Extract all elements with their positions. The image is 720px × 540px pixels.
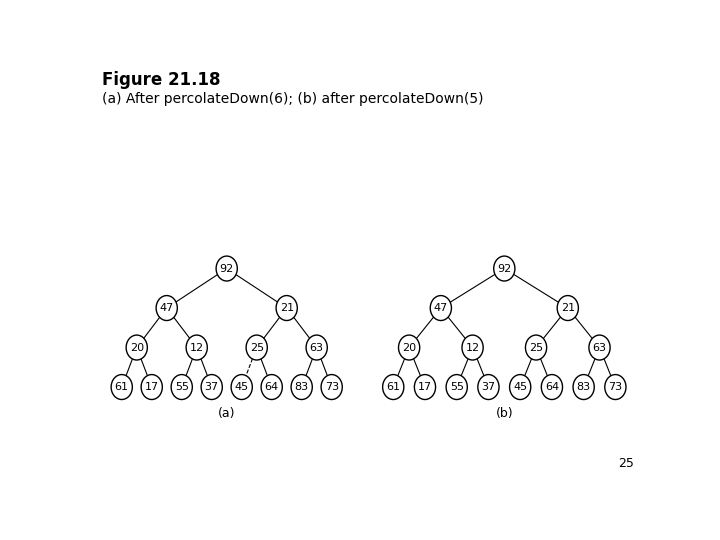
Ellipse shape xyxy=(415,375,436,400)
Ellipse shape xyxy=(526,335,546,360)
Ellipse shape xyxy=(382,375,404,400)
Ellipse shape xyxy=(246,335,267,360)
Text: 12: 12 xyxy=(189,342,204,353)
Text: 37: 37 xyxy=(482,382,495,392)
Ellipse shape xyxy=(291,375,312,400)
Text: 73: 73 xyxy=(608,382,623,392)
Text: 55: 55 xyxy=(450,382,464,392)
Text: 45: 45 xyxy=(513,382,527,392)
Text: (b): (b) xyxy=(495,407,513,420)
Ellipse shape xyxy=(478,375,499,400)
Ellipse shape xyxy=(156,295,177,321)
Text: 20: 20 xyxy=(130,342,144,353)
Ellipse shape xyxy=(398,335,420,360)
Ellipse shape xyxy=(216,256,238,281)
Text: 47: 47 xyxy=(433,303,448,313)
Ellipse shape xyxy=(431,295,451,321)
Text: 83: 83 xyxy=(577,382,590,392)
Text: 64: 64 xyxy=(545,382,559,392)
Text: 37: 37 xyxy=(204,382,219,392)
Ellipse shape xyxy=(111,375,132,400)
Text: Figure 21.18: Figure 21.18 xyxy=(102,71,221,89)
Text: 63: 63 xyxy=(593,342,606,353)
Text: 73: 73 xyxy=(325,382,338,392)
Text: 21: 21 xyxy=(561,303,575,313)
Ellipse shape xyxy=(276,295,297,321)
Text: 92: 92 xyxy=(220,264,234,274)
Text: 45: 45 xyxy=(235,382,249,392)
Text: 61: 61 xyxy=(386,382,400,392)
Text: 64: 64 xyxy=(265,382,279,392)
Text: 25: 25 xyxy=(250,342,264,353)
Text: 63: 63 xyxy=(310,342,324,353)
Text: 20: 20 xyxy=(402,342,416,353)
Ellipse shape xyxy=(573,375,594,400)
Ellipse shape xyxy=(510,375,531,400)
Ellipse shape xyxy=(126,335,148,360)
Ellipse shape xyxy=(306,335,328,360)
Text: (a) After percolateDown(6); (b) after percolateDown(5): (a) After percolateDown(6); (b) after pe… xyxy=(102,92,484,106)
Text: 92: 92 xyxy=(498,264,511,274)
Ellipse shape xyxy=(557,295,578,321)
Ellipse shape xyxy=(494,256,515,281)
Ellipse shape xyxy=(541,375,562,400)
Text: 55: 55 xyxy=(175,382,189,392)
Text: 83: 83 xyxy=(294,382,309,392)
Ellipse shape xyxy=(589,335,610,360)
Ellipse shape xyxy=(321,375,342,400)
Text: 12: 12 xyxy=(466,342,480,353)
Ellipse shape xyxy=(605,375,626,400)
Ellipse shape xyxy=(141,375,162,400)
Text: 17: 17 xyxy=(145,382,159,392)
Ellipse shape xyxy=(462,335,483,360)
Text: 17: 17 xyxy=(418,382,432,392)
Ellipse shape xyxy=(201,375,222,400)
Text: 25: 25 xyxy=(618,457,634,470)
Text: 47: 47 xyxy=(160,303,174,313)
Text: 61: 61 xyxy=(114,382,129,392)
Ellipse shape xyxy=(186,335,207,360)
Ellipse shape xyxy=(446,375,467,400)
Text: 21: 21 xyxy=(279,303,294,313)
Ellipse shape xyxy=(261,375,282,400)
Ellipse shape xyxy=(171,375,192,400)
Ellipse shape xyxy=(231,375,252,400)
Text: 25: 25 xyxy=(529,342,543,353)
Text: (a): (a) xyxy=(218,407,235,420)
